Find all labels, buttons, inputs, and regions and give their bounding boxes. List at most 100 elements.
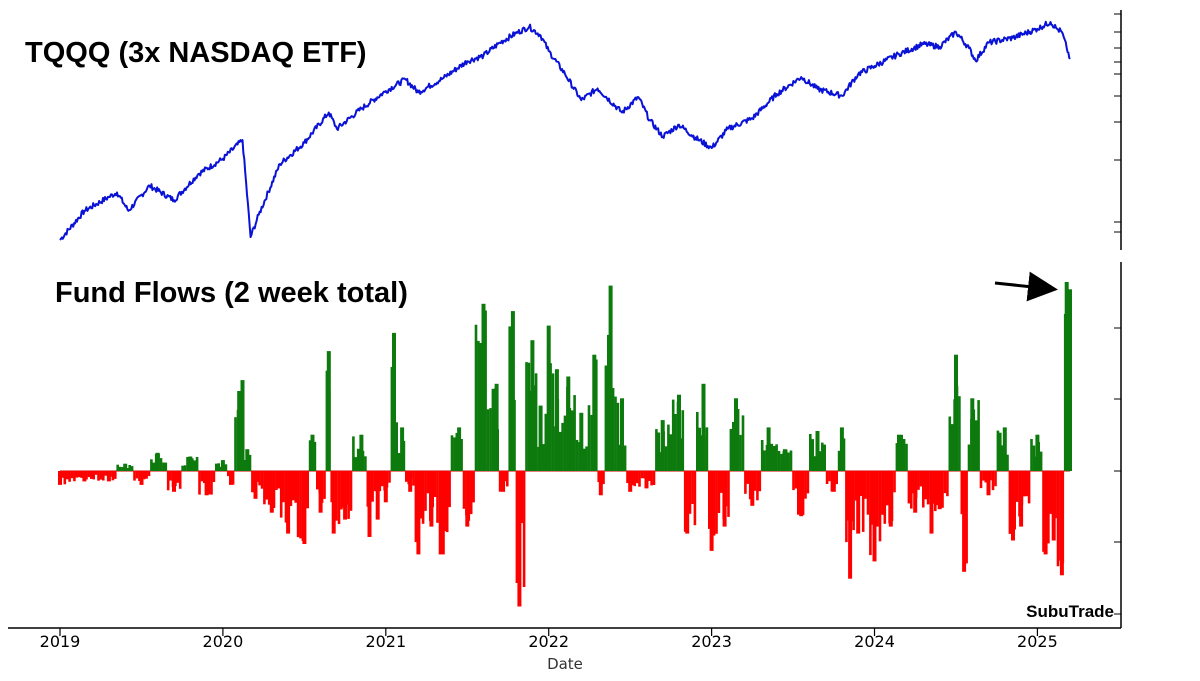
outflow-bar [652, 471, 656, 485]
outflow-peak-bar [929, 471, 934, 534]
outflow-bar [597, 471, 600, 483]
inflow-bar [558, 431, 562, 471]
outflow-bar [989, 471, 992, 481]
inflow-peak-bar [554, 369, 559, 471]
outflow-bar [92, 471, 95, 480]
inflow-peak-bar [457, 427, 462, 471]
outflow-peak-bar [253, 471, 258, 499]
inflow-peak-bar [1002, 427, 1007, 471]
outflow-peak-bar [318, 471, 323, 513]
inflow-bar [527, 362, 531, 471]
inflow-peak-bar [245, 449, 250, 471]
outflow-peak-bar [269, 471, 274, 513]
outflow-bar [650, 471, 653, 486]
inflow-bar [489, 408, 492, 471]
inflow-bar [616, 402, 620, 471]
outflow-bar [602, 471, 605, 485]
inflow-bar [534, 373, 538, 471]
inflow-bar [159, 458, 163, 471]
outflow-peak-bar [685, 471, 690, 534]
outflow-bar [994, 471, 997, 487]
inflow-bar [1039, 451, 1043, 471]
inflow-bar [585, 446, 588, 471]
outflow-bar [207, 471, 211, 495]
inflow-bar [450, 435, 454, 471]
outflow-bar [75, 471, 79, 478]
outflow-bar [65, 471, 69, 480]
outflow-bar [943, 471, 947, 494]
outflow-bar [854, 471, 858, 501]
inflow-peak-bar [326, 351, 331, 471]
outflow-peak-bar [1059, 471, 1064, 576]
inflow-peak-bar [660, 420, 665, 471]
inflow-bar [664, 446, 668, 471]
inflow-peak-bar [530, 340, 535, 471]
inflow-peak-bar [510, 311, 515, 471]
outflow-bar [133, 471, 136, 481]
inflow-bar [508, 326, 511, 471]
outflow-peak-bar [517, 471, 522, 607]
inflow-bar [772, 446, 776, 471]
outflow-bar [727, 471, 730, 517]
outflow-peak-bar [1051, 471, 1056, 541]
outflow-peak-bar [644, 471, 649, 489]
inflow-bar [623, 445, 627, 471]
inflow-bar [186, 457, 189, 471]
inflow-arrow [994, 271, 1058, 302]
outflow-bar [753, 471, 757, 491]
outflow-peak-bar [501, 471, 506, 492]
outflow-bar [414, 471, 418, 543]
inflow-bar [193, 460, 196, 471]
outflow-bar [852, 471, 855, 531]
outflow-bar [87, 471, 91, 478]
inflow-bar [741, 415, 745, 471]
inflow-peak-bar [1035, 434, 1040, 471]
x-axis-ticks: 2019 2020 2021 2022 2023 2024 2025 [40, 628, 1058, 651]
outflow-bar [979, 471, 983, 489]
outflow-bar [946, 471, 949, 497]
outflow-bar [380, 471, 384, 487]
outflow-bar [279, 471, 283, 518]
outflow-bar [861, 471, 865, 532]
inflow-bar [590, 414, 593, 471]
inflow-bar [248, 454, 252, 471]
flows-panel: 2019 2020 2021 2022 2023 2024 2025 Fund Flows … [8, 262, 1122, 673]
inflow-bar [770, 443, 774, 471]
outflow-bar [462, 471, 466, 509]
inflow-bar [739, 434, 742, 471]
outflow-bar [347, 471, 350, 519]
outflow-bar [926, 471, 930, 505]
inflow-peak-bar [954, 354, 958, 471]
outflow-bar [469, 471, 473, 515]
outflow-bar [1023, 471, 1026, 497]
outflow-bar [203, 471, 206, 484]
outflow-peak-bar [82, 471, 87, 482]
inflow-peak-bar [677, 394, 681, 471]
x-tick-label: 2023 [691, 632, 732, 651]
x-tick-label: 2020 [203, 632, 244, 651]
outflow-bar [883, 471, 887, 524]
inflow-peak-bar [608, 285, 613, 471]
outflow-bar [200, 471, 204, 482]
outflow-bar [1042, 471, 1045, 552]
inflow-bar [162, 462, 165, 471]
inflow-bar [763, 450, 766, 471]
outflow-bar [176, 471, 180, 483]
outflow-bar [294, 471, 297, 503]
outflow-bar [982, 471, 985, 481]
inflow-peak-bar [839, 427, 844, 471]
inflow-peak-bar [188, 456, 193, 471]
outflow-bar [419, 471, 422, 519]
outflow-bar [265, 471, 269, 500]
outflow-bar [919, 471, 923, 487]
inflow-bar [474, 324, 478, 471]
outflow-bar [924, 471, 927, 500]
outflow-bar [1008, 471, 1012, 534]
outflow-bar [90, 471, 93, 479]
outflow-bar [633, 471, 636, 487]
outflow-bar [522, 471, 526, 587]
outflow-bar [720, 471, 723, 493]
inflow-bar [667, 424, 670, 471]
outflow-bar [94, 471, 98, 475]
